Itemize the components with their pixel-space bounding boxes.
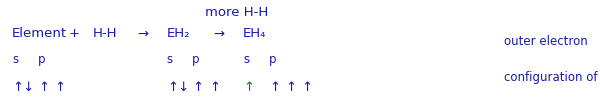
Text: Element: Element	[12, 28, 67, 40]
Text: p: p	[269, 53, 277, 66]
Text: ↑: ↑	[192, 81, 203, 94]
Text: p: p	[38, 53, 46, 66]
Text: configuration of E: configuration of E	[504, 71, 600, 84]
Text: outer electron: outer electron	[504, 35, 588, 48]
Text: ↑: ↑	[269, 81, 280, 94]
Text: H-H: H-H	[93, 28, 118, 40]
Text: EH₂: EH₂	[167, 28, 190, 40]
Text: EH₄: EH₄	[243, 28, 266, 40]
Text: →: →	[137, 28, 148, 40]
Text: ↑: ↑	[285, 81, 296, 94]
Text: ↑: ↑	[243, 81, 254, 94]
Text: s: s	[243, 53, 249, 66]
Text: ↑: ↑	[38, 81, 49, 94]
Text: →: →	[213, 28, 224, 40]
Text: p: p	[192, 53, 199, 66]
Text: s: s	[12, 53, 18, 66]
Text: s: s	[167, 53, 173, 66]
Text: ↑: ↑	[301, 81, 313, 94]
Text: +: +	[69, 28, 80, 40]
Text: ↑: ↑	[209, 81, 220, 94]
Text: ↑: ↑	[54, 81, 65, 94]
Text: ↑↓: ↑↓	[12, 81, 34, 94]
Text: ↑↓: ↑↓	[167, 81, 189, 94]
Text: more H-H: more H-H	[205, 6, 269, 19]
